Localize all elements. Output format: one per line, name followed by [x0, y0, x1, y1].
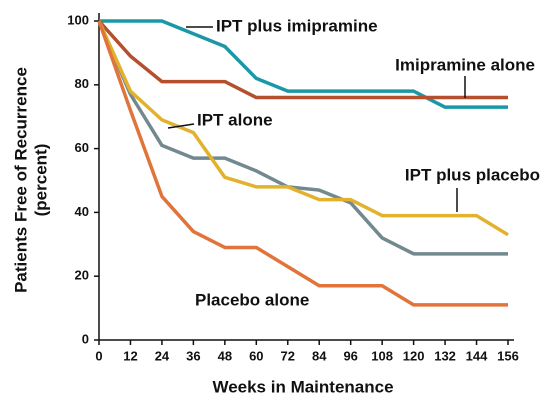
series-line [97, 19, 508, 100]
y-tick-label: 20 [75, 268, 89, 283]
x-tick-label: 96 [343, 348, 357, 363]
x-axis-label: Weeks in Maintenance [212, 377, 393, 396]
series-line [99, 19, 508, 109]
x-tick-label: 84 [312, 348, 327, 363]
y-tick-label: 60 [75, 140, 89, 155]
x-tick-label: 144 [466, 348, 488, 363]
x-tick-label: 24 [155, 348, 170, 363]
x-tick-label: 12 [123, 348, 137, 363]
series-line [97, 20, 508, 307]
series-label: Placebo alone [195, 290, 309, 309]
y-tick-label: 0 [82, 331, 89, 346]
y-tick-label: 100 [67, 12, 89, 27]
x-tick-label: 108 [371, 348, 393, 363]
x-tick-label: 48 [218, 348, 232, 363]
series-label: Imipramine alone [395, 55, 535, 74]
series-line [97, 20, 509, 237]
y-axis-label: Patients Free of Recurrence [11, 67, 30, 293]
x-tick-label: 60 [249, 348, 263, 363]
x-tick-label: 120 [403, 348, 425, 363]
series-label: IPT alone [197, 110, 273, 129]
y-tick-label: 80 [75, 76, 89, 91]
y-tick-label: 40 [75, 204, 89, 219]
x-tick-label: 156 [497, 348, 519, 363]
y-axis-label: (percent) [31, 144, 50, 217]
x-tick-label: 132 [434, 348, 456, 363]
series-label: IPT plus imipramine [216, 16, 378, 35]
x-tick-label: 0 [95, 348, 102, 363]
x-tick-label: 72 [281, 348, 295, 363]
leader-line [167, 123, 195, 129]
series-line [97, 20, 508, 256]
x-tick-label: 36 [186, 348, 200, 363]
series-label: IPT plus placebo [405, 165, 540, 184]
